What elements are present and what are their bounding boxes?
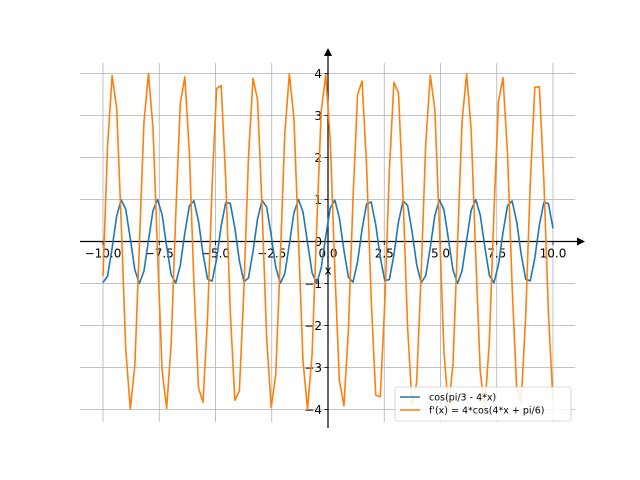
x-tick-label: −7.5 (145, 247, 174, 261)
x-axis-label: x (324, 264, 331, 278)
x-tick-label: −2.5 (257, 247, 286, 261)
y-axis-arrow-icon (324, 48, 332, 56)
axes (80, 48, 585, 428)
y-tick-label: 4 (314, 67, 322, 81)
y-tick-label: 0 (314, 235, 322, 249)
x-tick-label: 10.0 (540, 247, 567, 261)
y-tick-label: −1 (304, 277, 322, 291)
x-tick-label: −5.0 (201, 247, 230, 261)
x-tick-label: 7.5 (487, 247, 506, 261)
legend-label: cos(pi/3 - 4*x) (429, 393, 496, 404)
legend-box (394, 386, 572, 422)
y-tick-label: −3 (304, 361, 322, 375)
x-axis-arrow-icon (577, 237, 585, 246)
series-lines (102, 72, 554, 411)
y-tick-label: −4 (304, 403, 322, 417)
x-tick-label: 2.5 (375, 247, 394, 261)
series-line-2 (102, 72, 554, 411)
legend-label: f'(x) = 4*cos(4*x + pi/6) (429, 406, 545, 417)
y-tick-label: 3 (314, 109, 322, 123)
series-line-1 (102, 198, 554, 285)
legend: cos(pi/3 - 4*x) f'(x) = 4*cos(4*x + pi/6) (394, 386, 572, 422)
y-tick-label: 2 (314, 151, 322, 165)
